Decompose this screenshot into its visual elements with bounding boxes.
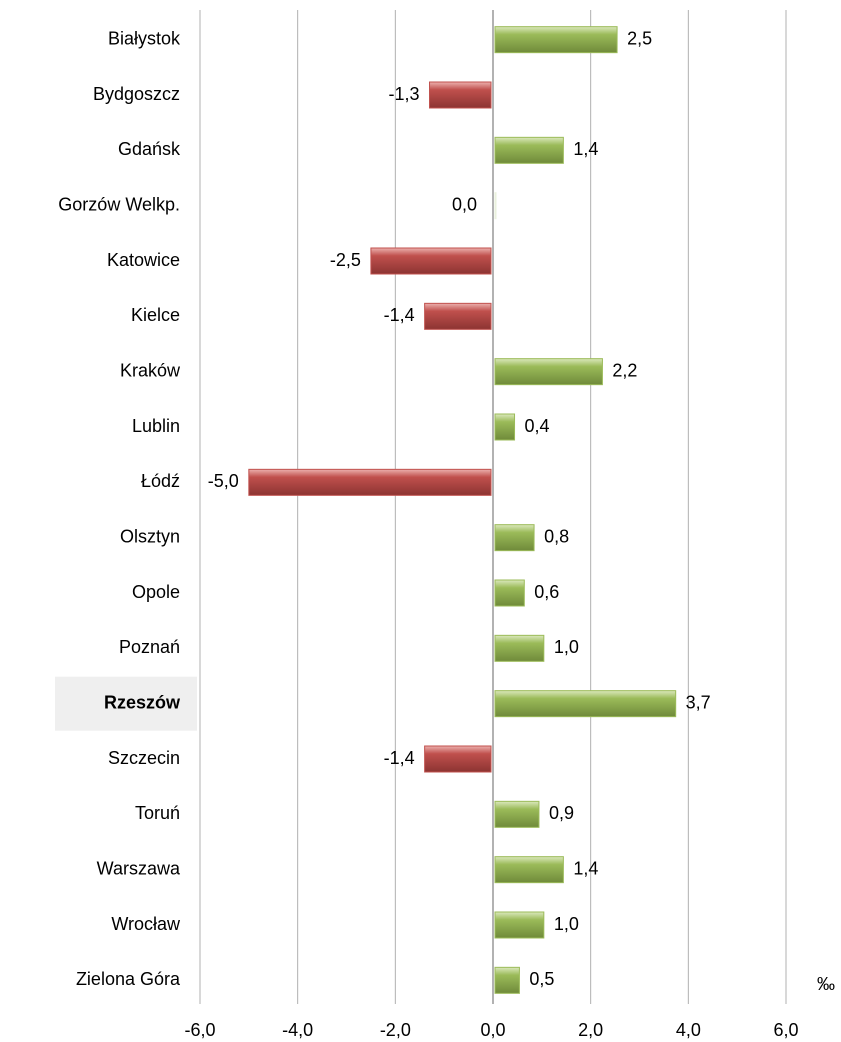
value-label: 1,0	[554, 637, 579, 657]
x-tick-label: -2,0	[380, 1020, 411, 1040]
value-label: 2,5	[627, 28, 652, 48]
value-label: 2,2	[612, 360, 637, 380]
bar	[494, 911, 545, 939]
category-label: Szczecin	[108, 748, 180, 768]
value-label: 0,6	[534, 582, 559, 602]
category-label: Zielona Góra	[76, 969, 181, 989]
category-label: Rzeszów	[104, 692, 181, 712]
value-label: -5,0	[208, 471, 239, 491]
value-label: 1,4	[573, 858, 598, 878]
bar	[424, 302, 492, 330]
bar	[494, 579, 525, 607]
highlight-box	[55, 676, 197, 731]
value-label: -1,4	[384, 305, 415, 325]
category-label: Gorzów Welkp.	[58, 194, 180, 214]
x-tick-label: -6,0	[184, 1020, 215, 1040]
x-tick-label: 2,0	[578, 1020, 603, 1040]
value-label: -1,3	[388, 84, 419, 104]
bar	[494, 690, 677, 718]
category-label: Opole	[132, 582, 180, 602]
value-label: 1,4	[573, 139, 598, 159]
category-label: Toruń	[135, 803, 180, 823]
value-label: 0,4	[525, 416, 550, 436]
bar	[494, 634, 545, 662]
category-label: Kraków	[120, 360, 181, 380]
bar	[494, 413, 516, 441]
category-label: Katowice	[107, 250, 180, 270]
bar	[494, 524, 535, 552]
value-label: 0,5	[529, 969, 554, 989]
value-label: 1,0	[554, 914, 579, 934]
category-label: Łódź	[141, 471, 180, 491]
category-label: Kielce	[131, 305, 180, 325]
category-label: Wrocław	[111, 914, 181, 934]
value-label: 0,8	[544, 526, 569, 546]
bar	[424, 745, 492, 773]
value-label: -2,5	[330, 250, 361, 270]
category-label: Poznań	[119, 637, 180, 657]
bar	[494, 136, 564, 164]
bar	[494, 966, 520, 994]
x-tick-label: -4,0	[282, 1020, 313, 1040]
bar	[494, 856, 564, 884]
value-label: -1,4	[384, 748, 415, 768]
category-label: Olsztyn	[120, 526, 180, 546]
bar	[494, 192, 497, 220]
value-label: 0,9	[549, 803, 574, 823]
category-label: Bydgoszcz	[93, 84, 180, 104]
bar	[494, 358, 603, 386]
x-tick-label: 0,0	[480, 1020, 505, 1040]
category-label: Białystok	[108, 28, 181, 48]
bar	[370, 247, 492, 275]
bar	[248, 468, 492, 496]
bar	[429, 81, 492, 109]
x-tick-label: 6,0	[773, 1020, 798, 1040]
category-label: Lublin	[132, 416, 180, 436]
x-tick-label: 4,0	[676, 1020, 701, 1040]
value-label: 3,7	[686, 692, 711, 712]
value-label: 0,0	[452, 194, 477, 214]
category-label: Gdańsk	[118, 139, 181, 159]
bar	[494, 26, 618, 54]
bar	[494, 800, 540, 828]
unit-label: ‰	[817, 974, 835, 994]
category-label: Warszawa	[97, 858, 181, 878]
